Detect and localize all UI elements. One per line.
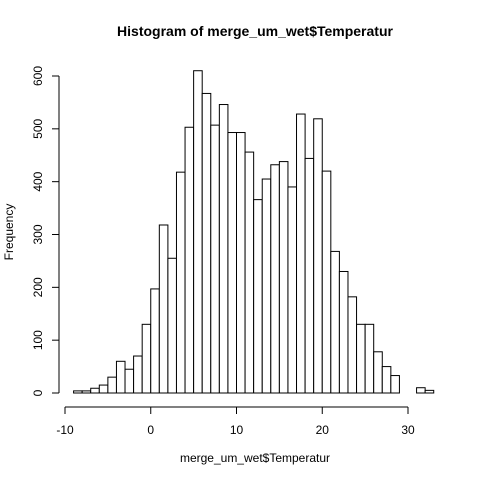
histogram-bar	[90, 387, 100, 394]
histogram-bar	[390, 375, 400, 394]
histogram-bar	[261, 178, 272, 394]
histogram-bar	[218, 104, 229, 394]
x-tick-label: 0	[147, 423, 154, 437]
histogram-bar	[115, 360, 126, 394]
y-tick-label: 300	[31, 224, 45, 244]
histogram-bar	[424, 389, 435, 394]
histogram-bar	[296, 113, 306, 394]
chart-title: Histogram of merge_um_wet$Temperatur	[117, 23, 393, 39]
histogram-bar	[278, 161, 289, 394]
y-axis-label: Frequency	[2, 204, 16, 261]
histogram-bar	[193, 70, 203, 394]
histogram-bar	[175, 171, 186, 394]
histogram-bar	[158, 224, 169, 394]
y-tick-label: 600	[31, 66, 45, 86]
histogram-bar	[107, 376, 117, 394]
histogram-bar	[356, 323, 366, 394]
histogram-bar	[313, 118, 323, 394]
histogram-bar	[167, 257, 177, 394]
histogram-bar	[338, 270, 349, 394]
histogram-bar	[98, 384, 109, 394]
histogram-bar	[73, 390, 83, 394]
y-axis: 0 100 200 300 400 500 600	[31, 66, 60, 396]
histogram-bar	[347, 296, 358, 394]
histogram-bar	[141, 323, 152, 394]
histogram-bar	[124, 368, 135, 394]
y-tick-label: 500	[31, 119, 45, 139]
x-tick-label: 20	[316, 423, 330, 437]
histogram-bar	[321, 170, 332, 394]
histogram-bar	[330, 250, 340, 394]
histogram-bar	[373, 351, 383, 394]
y-tick-label: 0	[31, 389, 45, 396]
x-axis-label: merge_um_wet$Temperatur	[180, 451, 330, 465]
histogram-bar	[81, 390, 92, 394]
y-tick-label: 100	[31, 330, 45, 350]
histogram-bar	[287, 186, 298, 394]
histogram-bar	[150, 288, 160, 394]
histogram-bar	[381, 366, 392, 394]
x-tick-label: 10	[230, 423, 244, 437]
bars-group	[73, 70, 435, 394]
histogram-bar	[244, 151, 255, 394]
x-tick-label: 30	[401, 423, 415, 437]
histogram-bar	[201, 92, 212, 394]
x-tick-label: -10	[56, 423, 74, 437]
histogram-bar	[227, 132, 237, 394]
histogram-bar	[253, 199, 263, 394]
histogram-bar	[364, 323, 375, 394]
histogram-bar	[184, 126, 195, 394]
histogram-bar	[236, 132, 246, 394]
histogram-bar	[416, 387, 426, 394]
histogram-bar	[133, 355, 143, 394]
histogram-bar	[210, 124, 220, 394]
histogram-bar	[270, 164, 280, 394]
x-axis: -10 0 10 20 30	[56, 406, 415, 437]
y-tick-label: 200	[31, 277, 45, 297]
histogram-bar	[304, 157, 315, 394]
y-tick-label: 400	[31, 171, 45, 191]
